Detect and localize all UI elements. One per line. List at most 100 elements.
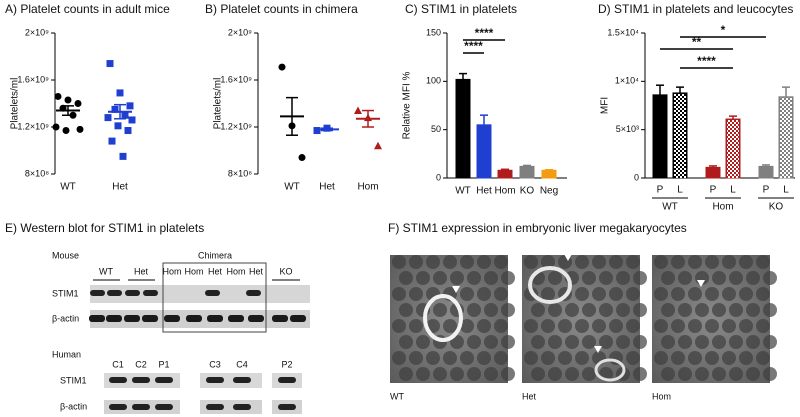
error-bar — [523, 164, 531, 167]
bar — [497, 169, 513, 179]
cell — [678, 367, 692, 381]
lane-label: Hom — [184, 266, 203, 276]
point — [313, 127, 321, 135]
y-axis-label: Relative MFI % — [402, 71, 413, 139]
panel-title: F) STIM1 expression in embryonic liver m… — [388, 221, 687, 235]
y-axis-label: Platelets/ml — [10, 78, 21, 130]
cell — [729, 367, 743, 381]
panel-title: E) Western blot for STIM1 in platelets — [5, 221, 204, 235]
point — [54, 92, 62, 100]
band — [142, 315, 158, 322]
cell — [575, 319, 589, 333]
cell — [609, 255, 623, 269]
point — [126, 102, 134, 110]
x-tick-label: P — [763, 185, 770, 196]
blot-label: Mouse — [52, 250, 79, 260]
band — [206, 377, 224, 383]
cell — [416, 271, 430, 285]
x-tick-label: Hom — [357, 182, 378, 193]
cell — [531, 367, 545, 381]
point — [104, 114, 112, 122]
bar — [476, 124, 492, 179]
lane-label: Het — [134, 266, 149, 276]
cell — [722, 319, 736, 333]
megakaryocyte — [594, 358, 626, 382]
cell — [626, 287, 640, 301]
cell — [739, 255, 753, 269]
cell — [626, 255, 640, 269]
error-bar — [762, 164, 770, 167]
lane-label: Het — [249, 266, 264, 276]
x-tick-label: Het — [112, 182, 128, 193]
x-tick-label: WT — [284, 182, 300, 193]
error-bar — [782, 86, 790, 97]
point — [121, 111, 129, 119]
y-tick-label: 0 — [634, 172, 639, 182]
cell — [409, 255, 423, 269]
error-bar — [480, 114, 488, 125]
cell — [484, 303, 498, 317]
group-label: KO — [769, 202, 784, 213]
cell — [443, 319, 457, 333]
y-tick-label: 2×10⁹ — [25, 27, 49, 37]
cell — [688, 255, 702, 269]
cell — [531, 335, 545, 349]
cell — [654, 287, 668, 301]
arrowhead — [697, 280, 705, 287]
row-label: β-actin — [60, 401, 87, 411]
y-tick-label: 8×10⁸ — [25, 168, 49, 178]
band — [155, 377, 173, 383]
cell — [592, 319, 606, 333]
cell — [712, 367, 726, 381]
cell — [541, 319, 555, 333]
band — [164, 315, 180, 322]
cell — [575, 255, 589, 269]
x-tick-label: L — [783, 185, 789, 196]
x-tick-label: P — [657, 185, 664, 196]
y-axis-label: Platelets/ml — [213, 78, 224, 130]
cell — [661, 367, 675, 381]
cell — [582, 271, 596, 285]
cell — [494, 351, 508, 365]
cell — [460, 255, 474, 269]
band — [132, 404, 150, 410]
bar — [519, 165, 535, 179]
band — [206, 404, 224, 410]
point — [76, 125, 84, 133]
error-bar — [729, 115, 737, 120]
cell — [582, 303, 596, 317]
y-tick-label: 5×10³ — [616, 124, 639, 134]
band — [186, 315, 202, 322]
cell — [599, 271, 613, 285]
band — [205, 290, 220, 296]
band — [207, 315, 223, 322]
cell — [467, 303, 481, 317]
cell — [467, 367, 481, 381]
cell — [548, 335, 562, 349]
point — [64, 96, 72, 104]
cell — [501, 271, 515, 285]
point — [128, 116, 136, 124]
cell — [599, 303, 613, 317]
cell — [661, 303, 675, 317]
x-tick-label: Hom — [494, 186, 515, 197]
megakaryocyte — [528, 266, 572, 304]
error-bar — [501, 168, 509, 171]
group-label: WT — [662, 202, 678, 213]
cell — [501, 303, 515, 317]
point — [119, 152, 127, 160]
cell — [575, 287, 589, 301]
cell — [548, 303, 562, 317]
band — [290, 315, 306, 322]
cell — [501, 335, 515, 349]
band — [109, 377, 127, 383]
band — [89, 315, 105, 322]
x-tick-label: KO — [520, 186, 535, 197]
micrograph-label: WT — [390, 391, 404, 401]
cell — [565, 335, 579, 349]
lane-label: Hom — [162, 266, 181, 276]
cell — [409, 287, 423, 301]
cell — [763, 271, 777, 285]
cell — [443, 255, 457, 269]
blot-label: Human — [52, 349, 81, 359]
